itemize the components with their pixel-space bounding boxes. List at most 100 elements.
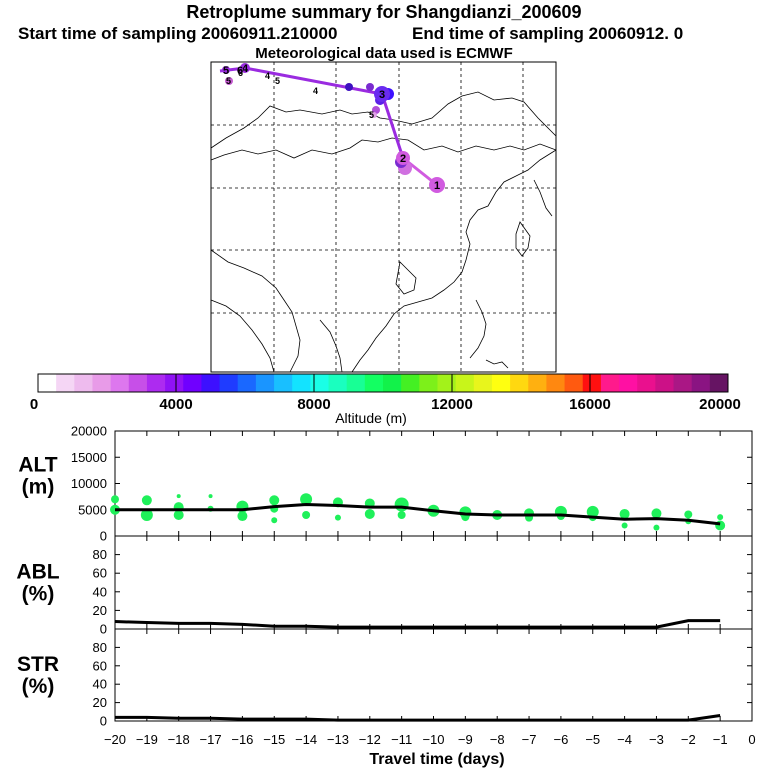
altitude-point <box>364 508 375 519</box>
altitude-point <box>302 511 311 519</box>
colorbar-cell <box>274 374 293 392</box>
trajectory-day-marker <box>222 66 230 74</box>
x-tick-label: −19 <box>136 732 158 747</box>
colorbar-cell <box>637 374 656 392</box>
y-tick-label: 20 <box>93 603 107 618</box>
altitude-point <box>717 514 724 521</box>
colorbar-cell <box>292 374 311 392</box>
panel-ylabel: (%) <box>22 675 55 698</box>
y-tick-label: 0 <box>100 714 107 729</box>
alt-line <box>115 502 721 526</box>
altitude-point <box>271 517 278 524</box>
colorbar-cells <box>38 374 729 392</box>
colorbar-cell <box>310 374 330 392</box>
colorbar-cell <box>437 374 457 392</box>
colorbar-cell <box>183 374 202 392</box>
trajectory-day-label: 2 <box>400 153 406 165</box>
colorbar-cell <box>582 374 602 392</box>
colorbar-cell <box>201 374 221 392</box>
x-tick-label: −6 <box>553 732 568 747</box>
map-day-label: 4 <box>313 86 318 96</box>
plume-dot <box>345 83 353 91</box>
trajectory-segment <box>380 93 405 159</box>
x-tick-label: −7 <box>522 732 537 747</box>
colorbar-tick-labels: 0 4000 8000 12000 16000 20000 <box>30 396 741 413</box>
colorbar-cell <box>691 374 711 392</box>
altitude-point <box>237 511 248 522</box>
plume-dot <box>366 83 374 91</box>
altitude-point <box>140 509 153 521</box>
colorbar-cell <box>455 374 475 392</box>
panel-ylabel: (%) <box>22 583 55 606</box>
x-tick-label: −12 <box>359 732 381 747</box>
colorbar-cell <box>546 374 566 392</box>
chart-title: Retroplume summary for Shangdianzi_20060… <box>186 2 582 22</box>
altitude-point <box>334 514 341 521</box>
x-tick-label: −8 <box>490 732 505 747</box>
altitude-point <box>715 520 726 531</box>
end-time-label: End time of sampling 20060912. 0 <box>412 24 684 43</box>
map-day-label: 5 <box>275 76 280 86</box>
x-tick-label: −15 <box>263 732 285 747</box>
colorbar-cell <box>237 374 257 392</box>
colorbar-tick: 12000 <box>431 396 473 413</box>
panel-frame <box>114 628 753 722</box>
panel-ylabel: ABL <box>16 561 59 584</box>
map-graticule <box>211 62 556 372</box>
colorbar-cell <box>491 374 511 392</box>
altitude-point <box>621 522 628 529</box>
y-tick-label: 5000 <box>78 502 107 517</box>
y-tick-label: 20 <box>93 695 107 710</box>
trajectory-day-label: 4 <box>242 63 249 75</box>
y-tick-label: 80 <box>93 547 107 562</box>
met-data-label: Meteorological data used is ECMWF <box>255 45 513 62</box>
trajectory-day-marker <box>429 177 445 193</box>
colorbar-cell <box>328 374 348 392</box>
start-time-label: Start time of sampling 20060911.210000 <box>18 24 338 43</box>
altitude-point <box>141 495 152 506</box>
trajectory-day-label: 6 <box>237 65 243 77</box>
alt-panel: 20000 15000 10000 5000 0 ALT(m) <box>18 424 753 544</box>
x-tick-label: −4 <box>617 732 632 747</box>
altitude-point <box>684 510 693 519</box>
colorbar-dividers <box>175 374 591 392</box>
altitude-point <box>208 494 213 499</box>
panel-frame <box>114 535 753 630</box>
colorbar-cell <box>74 374 93 392</box>
colorbar-cell <box>56 374 75 392</box>
trajectory-day-marker <box>237 67 243 73</box>
altitude-point <box>651 508 662 519</box>
x-tick-label: −17 <box>200 732 222 747</box>
altitude-point <box>619 508 630 519</box>
altitude-point <box>173 510 184 520</box>
colorbar-frame <box>37 373 729 393</box>
altitude-point <box>397 511 406 519</box>
str-line <box>115 713 721 722</box>
colorbar-tick: 4000 <box>159 396 192 413</box>
x-tick-label: −3 <box>649 732 664 747</box>
y-tick-label: 0 <box>100 529 107 544</box>
trajectory-segment <box>244 66 383 96</box>
trajectory-small-labels: 4 4 5 5 5 6 <box>226 68 374 120</box>
x-tick-label: −11 <box>391 732 412 747</box>
colorbar-cell <box>655 374 675 392</box>
colorbar-tick: 0 <box>30 396 38 413</box>
map-day-label: 5 <box>226 76 231 86</box>
panel-ylabel: STR <box>17 653 59 676</box>
colorbar-cell <box>255 374 275 392</box>
colorbar-cell <box>383 374 402 392</box>
x-tick-label: −10 <box>422 732 444 747</box>
y-tick-label: 20000 <box>71 424 107 439</box>
map-coastlines <box>210 91 557 373</box>
trajectory-day-marker <box>374 86 390 102</box>
trajectory-day-label: 3 <box>379 89 385 101</box>
y-tick-label: 10000 <box>71 476 107 491</box>
trajectory-day-label: 5 <box>223 65 229 77</box>
colorbar-tick: 20000 <box>699 396 741 413</box>
trajectory-day-marker <box>396 151 410 165</box>
colorbar-cell <box>600 374 620 392</box>
colorbar-cell <box>619 374 638 392</box>
colorbar-cell <box>110 374 130 392</box>
